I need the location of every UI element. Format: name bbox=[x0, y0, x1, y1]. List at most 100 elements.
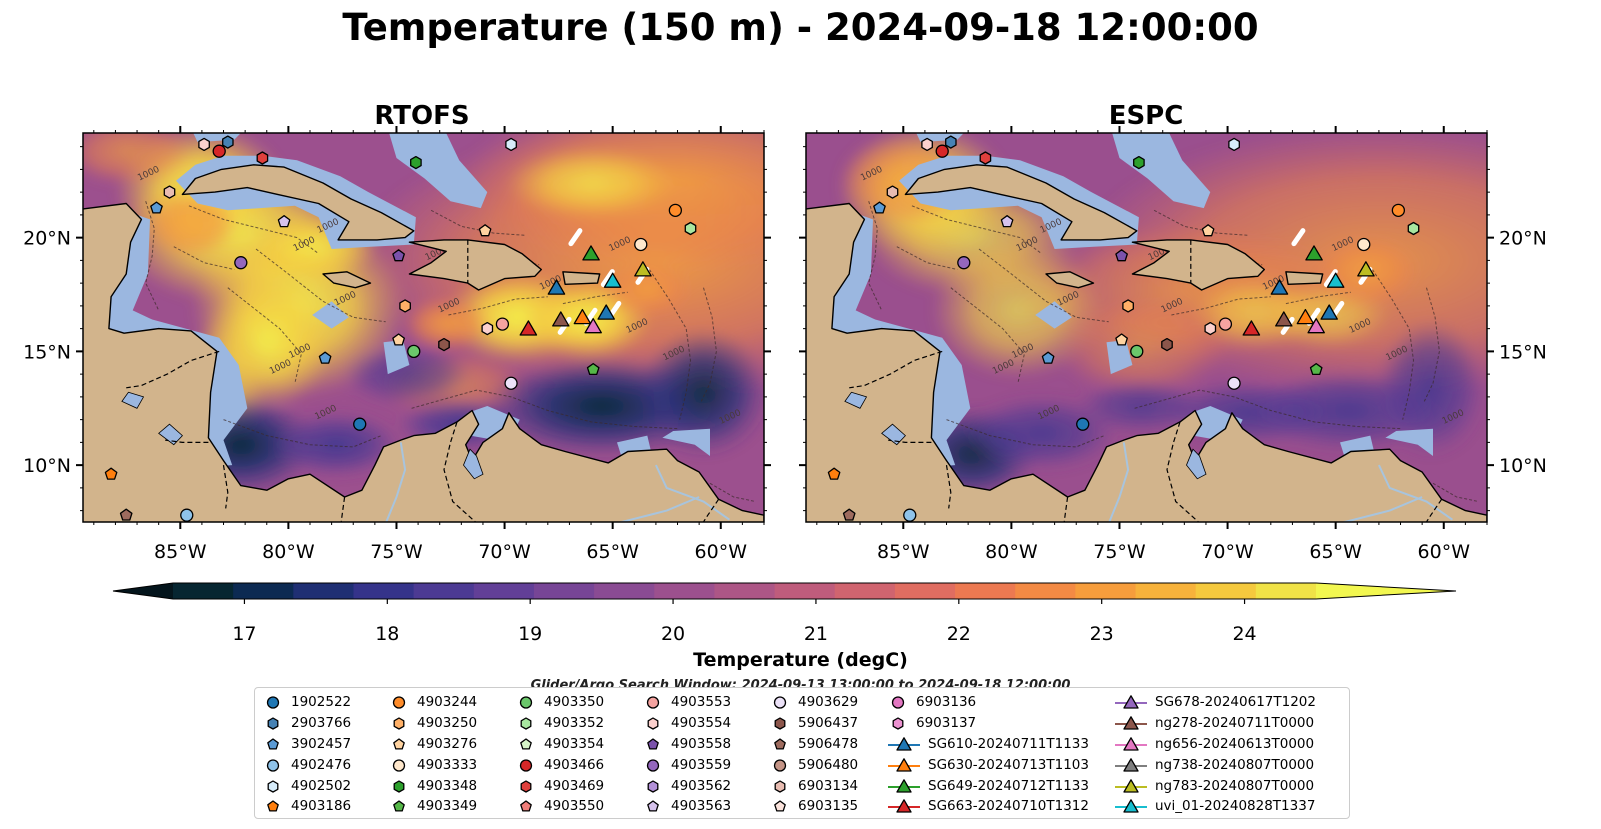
isobath-line bbox=[448, 296, 548, 316]
border-line bbox=[1425, 498, 1443, 522]
observation-marker bbox=[495, 317, 510, 331]
lon-tick-label: 75°W bbox=[370, 541, 423, 563]
colorbar-tick-label: 21 bbox=[803, 623, 829, 645]
legend-item: 4902476 bbox=[261, 754, 351, 775]
observation-marker bbox=[1296, 308, 1315, 325]
land-jam bbox=[322, 271, 372, 289]
legend-item: 4902502 bbox=[261, 775, 351, 796]
legend-marker-shape bbox=[267, 717, 279, 730]
legend-marker-shape bbox=[896, 737, 912, 751]
observation-marker bbox=[1357, 261, 1375, 277]
observation-marker bbox=[668, 203, 683, 217]
isobath-line bbox=[1153, 209, 1250, 236]
legend-item: SG649-20240712T1133 bbox=[886, 775, 1089, 796]
legend-label: SG630-20240713T1103 bbox=[928, 756, 1089, 773]
colorbar-segment bbox=[774, 583, 836, 599]
colorbar-label: Temperature (degC) bbox=[693, 649, 908, 671]
legend-label: 4903554 bbox=[671, 715, 732, 732]
border-line bbox=[165, 439, 209, 443]
legend-marker-shape bbox=[647, 779, 659, 793]
isobath-line bbox=[946, 419, 1105, 448]
legend-marker-shape bbox=[393, 800, 405, 812]
colorbar-segment bbox=[955, 583, 1016, 599]
legend-marker bbox=[892, 717, 904, 730]
shelf-area bbox=[662, 428, 710, 456]
observation-marker bbox=[552, 311, 570, 327]
shelf-area bbox=[389, 133, 488, 209]
lon-tick-label: 65°W bbox=[586, 541, 639, 563]
lon-tick-label: 85°W bbox=[154, 541, 207, 563]
observation-marker bbox=[1275, 311, 1293, 327]
isobath-line bbox=[950, 287, 1025, 384]
legend-marker bbox=[1115, 757, 1147, 772]
map-frame bbox=[82, 132, 765, 523]
legend-label: 4903333 bbox=[417, 756, 478, 773]
observation-marker bbox=[634, 237, 648, 252]
legend-label: 4903276 bbox=[417, 735, 478, 752]
shelf-area bbox=[1035, 301, 1072, 329]
observation-marker bbox=[684, 221, 697, 236]
shelf-area bbox=[1112, 133, 1211, 209]
observation-marker bbox=[1270, 279, 1289, 295]
isobath-line bbox=[430, 209, 527, 236]
legend-item: 1902522 bbox=[261, 692, 351, 713]
shelf-area bbox=[1106, 340, 1133, 375]
observation-marker bbox=[921, 137, 933, 152]
legend-column: 4903553 4903554 4903558 4903559 4903562 49035… bbox=[641, 692, 731, 817]
legend-marker-shape bbox=[392, 759, 406, 772]
legend-item: 4903350 bbox=[514, 692, 604, 713]
legend-label: SG663-20240710T1312 bbox=[928, 798, 1089, 815]
legend-label: 4903244 bbox=[417, 694, 478, 711]
lake bbox=[463, 448, 484, 480]
observation-marker bbox=[1115, 249, 1128, 262]
legend-item: 4903554 bbox=[641, 713, 731, 734]
observation-marker bbox=[957, 256, 971, 270]
legend-marker bbox=[1115, 737, 1147, 751]
legend-column: 6903136 6903137 SG610-20240711T1133 SG630-2… bbox=[886, 692, 1089, 817]
legend-marker-shape bbox=[392, 696, 406, 710]
observation-marker bbox=[582, 245, 600, 261]
legend-marker bbox=[520, 717, 532, 730]
legend-marker bbox=[267, 738, 279, 750]
legend-marker bbox=[888, 757, 920, 772]
observation-marker bbox=[150, 201, 163, 214]
legend-marker-shape bbox=[1123, 799, 1139, 814]
observation-marker bbox=[392, 333, 405, 346]
lat-tick-label: 15°N bbox=[23, 341, 71, 363]
observation-marker bbox=[1391, 203, 1406, 217]
legend-item: 6903135 bbox=[768, 796, 858, 817]
observation-marker bbox=[1041, 351, 1055, 364]
observation-marker bbox=[407, 344, 421, 359]
isobath-line bbox=[223, 419, 382, 448]
legend-label: 5906478 bbox=[798, 735, 859, 752]
land-cuba bbox=[904, 164, 1138, 241]
masked-area bbox=[568, 228, 583, 247]
observation-marker bbox=[842, 508, 856, 521]
observation-marker bbox=[505, 137, 517, 152]
observation-marker bbox=[903, 508, 917, 522]
legend-label: 4903352 bbox=[544, 715, 605, 732]
lon-tick-label: 60°W bbox=[695, 541, 748, 563]
lake bbox=[881, 423, 906, 446]
legend-column: 4903244 4903250 4903276 4903333 4903348 49033… bbox=[387, 692, 477, 817]
legend-marker-shape bbox=[1123, 737, 1139, 751]
legend-label: 4903558 bbox=[671, 735, 732, 752]
observation-marker bbox=[1115, 333, 1128, 346]
isobath-line bbox=[1134, 389, 1401, 430]
colorbar-segment bbox=[714, 583, 776, 599]
colorbar-segment bbox=[1075, 583, 1137, 599]
legend-item: ng278-20240711T0000 bbox=[1113, 713, 1316, 734]
observation-marker bbox=[1228, 137, 1240, 152]
legend-label: 6903135 bbox=[798, 798, 859, 815]
colorbar-tick-label: 20 bbox=[660, 623, 686, 645]
legend-label: 4903349 bbox=[417, 798, 478, 815]
colorbar-segment bbox=[293, 583, 355, 599]
observation-marker bbox=[180, 508, 194, 522]
legend-marker-shape bbox=[773, 759, 787, 772]
legend-item: 4903333 bbox=[387, 754, 477, 775]
observation-marker bbox=[1305, 245, 1323, 261]
lake bbox=[1186, 448, 1207, 480]
legend-marker-shape bbox=[393, 779, 405, 793]
isobath-line bbox=[911, 205, 1042, 255]
